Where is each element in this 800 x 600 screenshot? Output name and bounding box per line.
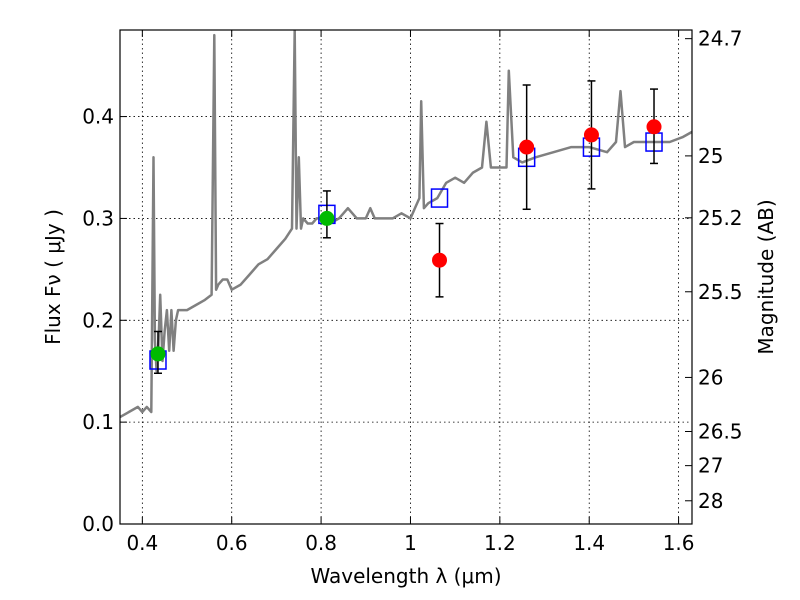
x-tick-label: 1 [404, 531, 417, 555]
x-tick-label: 0.8 [305, 531, 337, 555]
right-tick-label: 25 [698, 144, 723, 168]
data-point [319, 210, 335, 226]
right-tick-label: 25.5 [698, 280, 743, 304]
spectrum-line [120, 30, 692, 419]
x-tick-label: 1.2 [484, 531, 516, 555]
series-layer [120, 30, 692, 419]
right-tick-label: 27 [698, 454, 723, 478]
x-tick-label: 1.6 [663, 531, 695, 555]
right-tick-label: 24.7 [698, 27, 743, 51]
right-axis-label: Magnitude (AB) [754, 199, 778, 354]
right-tick-label: 26 [698, 365, 723, 389]
tick-layer: 0.4 0.6 0.8 1 1.2 1.4 1.6 0.0 0.1 0.2 0.3 0.4 24.7 25… [82, 27, 742, 555]
y-tick-label: 0.4 [82, 105, 114, 129]
data-point [432, 252, 448, 268]
y-tick-label: 0.0 [82, 512, 114, 536]
y-tick-label: 0.1 [82, 410, 114, 434]
right-tick-label: 26.5 [698, 420, 743, 444]
right-tick-label: 25.2 [698, 206, 743, 230]
y-axis-label: Flux Fν ( μJy ) [41, 209, 65, 345]
x-axis-label: Wavelength λ (μm) [310, 564, 501, 588]
data-point [646, 119, 662, 135]
x-tick-label: 0.4 [126, 531, 158, 555]
y-tick-label: 0.3 [82, 206, 114, 230]
data-point [583, 127, 599, 143]
data-point [150, 346, 166, 362]
x-tick-label: 1.4 [573, 531, 605, 555]
grid-lines [120, 30, 692, 524]
data-point [519, 139, 535, 155]
model-square-point [430, 188, 449, 208]
x-tick-label: 0.6 [216, 531, 248, 555]
plot-frame [119, 29, 693, 525]
right-tick-label: 28 [698, 489, 723, 513]
y-tick-label: 0.2 [82, 308, 114, 332]
